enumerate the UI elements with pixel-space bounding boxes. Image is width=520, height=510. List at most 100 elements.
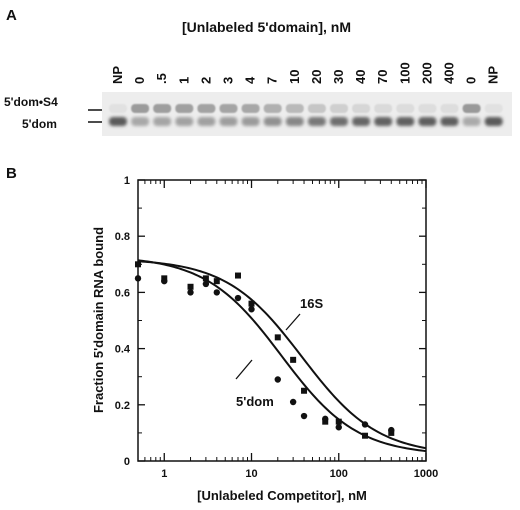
data-point-circle — [213, 289, 220, 296]
gel-band-free — [197, 117, 216, 126]
y-axis-title: Fraction 5'domain RNA bound — [91, 227, 106, 413]
data-point-circle — [300, 412, 308, 420]
data-point-circle — [202, 280, 210, 288]
gel-band-complex — [440, 104, 459, 113]
gel-title: [Unlabeled 5'domain], nM — [182, 19, 351, 35]
x-axis: 1 10 100 1000 — [137, 180, 438, 480]
lane-labels: NP 0 .5 1 2 3 4 7 10 20 30 40 70 100 200 400 0 NP — [110, 62, 501, 84]
fit-curve — [137, 260, 427, 450]
lane-label: .5 — [154, 73, 169, 84]
data-point-square — [301, 387, 308, 394]
gel-band-complex — [462, 104, 481, 113]
gel-band-complex — [484, 104, 503, 113]
x-axis-title: [Unlabeled Competitor], nM — [197, 488, 367, 503]
lane-label: 100 — [397, 62, 412, 84]
data-point-circle — [322, 415, 329, 423]
gel-band-complex — [352, 104, 371, 113]
gel-band-free — [219, 117, 238, 126]
curve-label-16s: 16S — [300, 296, 323, 311]
lane-label: 0 — [464, 77, 479, 84]
y-tick-label: 1 — [124, 175, 130, 187]
gel-band-free — [352, 117, 371, 126]
panel-b: B 0 0.2 0.4 0.6 0.8 1 1 10 100 1000 Fraction 5'd… — [6, 165, 438, 503]
data-point-square — [234, 272, 241, 279]
fit-curves — [137, 259, 427, 453]
lane-label: 4 — [243, 76, 258, 84]
data-points — [134, 261, 395, 439]
gel-band-free — [462, 117, 481, 126]
curve-label-5dom: 5'dom — [236, 394, 274, 409]
gel-band-complex — [285, 104, 304, 113]
gel-band-complex — [396, 104, 415, 113]
data-point-circle — [187, 289, 194, 296]
lane-label: 40 — [353, 70, 368, 84]
gel-band-free — [109, 117, 127, 126]
data-point-square — [274, 334, 281, 341]
gel-band-complex — [330, 104, 348, 113]
data-point-square — [290, 356, 297, 363]
gel-band-complex — [109, 104, 127, 113]
gel-band-free — [175, 117, 194, 126]
data-point-square — [213, 278, 220, 285]
gel-band-complex — [374, 104, 393, 113]
data-point-circle — [289, 398, 297, 406]
y-tick-label: 0 — [124, 456, 130, 468]
gel-band-free — [396, 117, 415, 126]
lane-label: 0 — [132, 77, 147, 84]
gel-band-complex — [241, 104, 260, 113]
data-point-circle — [361, 421, 369, 428]
plot-frame — [137, 179, 427, 462]
lane-label: 1 — [176, 77, 191, 84]
panel-b-letter: B — [6, 165, 17, 182]
panel-a-letter: A — [6, 7, 17, 24]
gel-band-complex — [153, 104, 172, 113]
gel-band-free — [440, 117, 459, 126]
gel-band-free — [330, 117, 348, 126]
gel-background — [102, 92, 512, 136]
gel-band-free — [285, 117, 304, 126]
y-tick-label: 0.6 — [115, 287, 130, 299]
panel-a: A [Unlabeled 5'domain], nM NP 0 .5 1 2 3 4 7 10 2… — [4, 7, 512, 136]
band-label-free: 5'dom — [22, 117, 57, 131]
gel-band-free — [153, 117, 172, 126]
lane-label: 10 — [287, 70, 302, 84]
gel-band-free — [263, 117, 282, 126]
lane-label: NP — [486, 66, 501, 84]
lane-label: 400 — [442, 62, 457, 84]
label-pointer-16s — [285, 313, 301, 331]
gel-band-complex — [219, 104, 238, 113]
gel-band-complex — [418, 104, 437, 113]
gel-band-free — [241, 117, 260, 126]
fit-curve — [137, 259, 427, 453]
y-tick-label: 0.4 — [115, 344, 131, 356]
lane-label: 70 — [375, 70, 390, 84]
gel-band-complex — [263, 104, 282, 113]
x-tick-label: 1 — [161, 468, 167, 480]
data-point-circle — [234, 294, 242, 302]
gel-band-complex — [307, 104, 326, 113]
data-point-square — [335, 418, 342, 425]
y-tick-label: 0.2 — [115, 400, 130, 412]
band-label-complex: 5'dom•S4 — [4, 95, 58, 109]
data-point-circle — [274, 376, 281, 383]
data-point-square — [135, 261, 141, 268]
lane-label: NP — [110, 66, 125, 84]
lane-label: 2 — [198, 77, 213, 84]
lane-label: 20 — [309, 70, 324, 84]
label-pointer-5dom — [235, 359, 253, 380]
gel-band-complex — [197, 104, 216, 113]
data-point-circle — [335, 424, 342, 431]
gel-band-free — [484, 117, 503, 126]
y-axis: 0 0.2 0.4 0.6 0.8 1 — [115, 175, 426, 468]
gel-band-complex — [175, 104, 194, 113]
gel-image — [102, 92, 512, 136]
data-point-square — [202, 275, 209, 282]
data-point-circle — [134, 275, 142, 282]
lane-label: 3 — [221, 77, 236, 84]
gel-band-free — [374, 117, 393, 126]
lane-label: 30 — [331, 70, 346, 84]
data-point-square — [248, 300, 255, 307]
gel-band-free — [131, 117, 150, 126]
data-point-square — [187, 283, 194, 290]
